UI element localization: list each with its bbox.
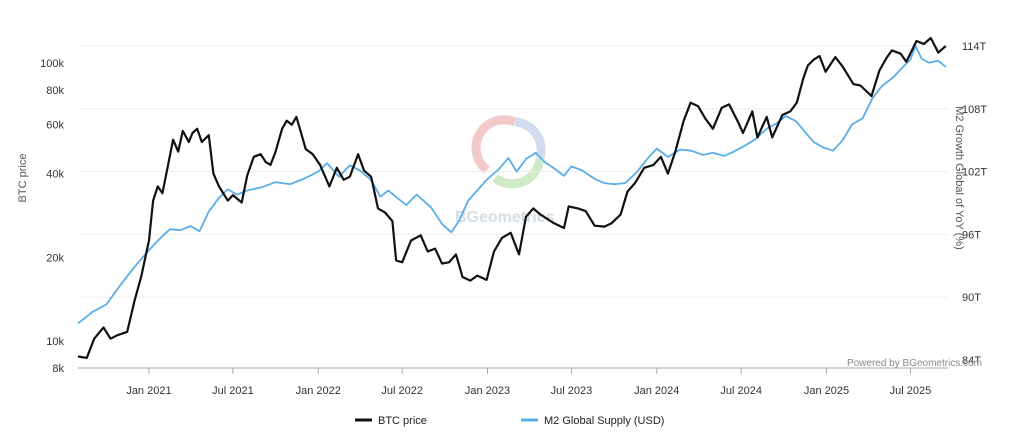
right-tick-label-5: 114T [962, 41, 987, 53]
watermark-logo [471, 115, 546, 189]
left-tick-label-5: 80k [46, 85, 64, 97]
right-tick-label-4: 108T [962, 104, 987, 116]
right-tick-label-0: 84T [962, 355, 981, 367]
x-tick-label-0: Jan 2021 [126, 385, 171, 397]
series-line-m2 [77, 45, 947, 325]
legend-label-m2: M2 Global Supply (USD) [544, 415, 664, 427]
right-tick-label-1: 90T [962, 292, 981, 304]
left-axis-title: BTC price [17, 154, 29, 203]
x-tick-label-7: Jul 2024 [720, 385, 762, 397]
x-tick-label-8: Jan 2025 [804, 385, 849, 397]
x-tick-label-4: Jan 2023 [465, 385, 510, 397]
left-axis-ticks: 8k 10k 20k 40k 60k 80k 100k [40, 58, 64, 375]
x-tick-label-6: Jan 2024 [634, 385, 679, 397]
watermark-text: BGeometrics [455, 209, 555, 226]
legend-item-btc[interactable]: BTC price [355, 415, 427, 427]
legend: BTC price M2 Global Supply (USD) [355, 415, 664, 427]
x-tick-label-3: Jul 2022 [381, 385, 423, 397]
legend-label-btc: BTC price [378, 415, 427, 427]
series-layer [77, 36, 947, 359]
left-tick-label-2: 20k [46, 252, 64, 264]
left-tick-label-1: 10k [46, 336, 64, 348]
x-tick-label-9: Jul 2025 [890, 385, 932, 397]
right-axis-title: M2 Growth Global of YoY (%) [953, 106, 965, 249]
left-tick-label-4: 60k [46, 120, 64, 132]
left-tick-label-3: 40k [46, 169, 64, 181]
right-tick-label-2: 96T [962, 229, 981, 241]
x-tick-label-1: Jul 2021 [212, 385, 254, 397]
legend-item-m2[interactable]: M2 Global Supply (USD) [521, 415, 664, 427]
series-line-btc [77, 36, 947, 359]
x-tick-label-2: Jan 2022 [296, 385, 341, 397]
credit-text: Powered by BGeometrics.com [847, 358, 982, 369]
right-axis-ticks: 84T 90T 96T 102T 108T 114T [962, 41, 987, 367]
x-axis-ticks: Jan 2021 Jul 2021 Jan 2022 Jul 2022 Jan 2023… [126, 368, 931, 397]
right-tick-label-3: 102T [962, 167, 987, 179]
left-tick-label-6: 100k [40, 58, 64, 70]
gridlines [78, 45, 948, 298]
left-tick-label-0: 8k [52, 363, 64, 375]
watermark: BGeometrics [455, 115, 555, 226]
x-tick-label-5: Jul 2023 [551, 385, 593, 397]
